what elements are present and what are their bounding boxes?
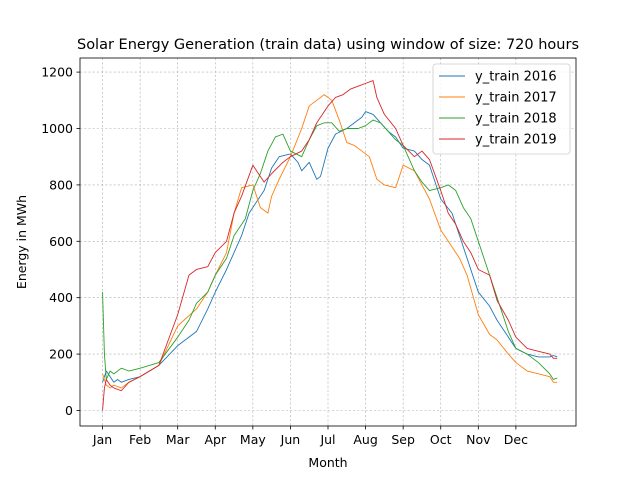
x-tick-label: May: [240, 432, 266, 447]
legend-box: [432, 63, 571, 155]
y-tick-label: 1000: [41, 121, 73, 136]
legend-label: y_train 2016: [475, 70, 557, 85]
x-tick-label: Dec: [504, 432, 528, 447]
x-ticks: Jan Feb Mar Apr May Jun Jul Aug Sep Oct Nov Dec: [92, 426, 528, 447]
x-tick-label: Feb: [129, 432, 151, 447]
y-tick-label: 800: [49, 177, 73, 192]
y-tick-label: 400: [49, 290, 73, 305]
legend: y_train 2016 y_train 2017 y_train 2018 y_tr…: [432, 63, 571, 155]
y-tick-label: 0: [65, 403, 73, 418]
y-tick-label: 1200: [41, 65, 73, 80]
chart-title: Solar Energy Generation (train data) usi…: [77, 37, 579, 53]
y-tick-label: 600: [49, 234, 73, 249]
x-tick-label: Aug: [353, 432, 377, 447]
series-line-1: [102, 111, 558, 383]
y-ticks: 0 200 400 600 800 1000 1200: [41, 65, 80, 418]
series-layer: [102, 80, 558, 411]
x-tick-label: Nov: [466, 432, 491, 447]
y-tick-label: 200: [49, 347, 73, 362]
x-tick-label: Jan: [92, 432, 112, 447]
series-line-3: [102, 119, 558, 380]
series-line-2: [102, 94, 558, 389]
x-tick-label: Oct: [430, 432, 452, 447]
legend-label: y_train 2018: [475, 112, 557, 127]
y-axis-label: Energy in MWh: [14, 195, 29, 289]
legend-label: y_train 2019: [475, 133, 557, 148]
legend-label: y_train 2017: [475, 91, 557, 106]
x-tick-label: Jun: [280, 432, 301, 447]
grid: [80, 58, 576, 426]
x-tick-label: Sep: [391, 432, 415, 447]
x-tick-label: Apr: [204, 432, 226, 447]
x-tick-label: Mar: [166, 432, 190, 447]
x-axis-label: Month: [308, 455, 347, 470]
x-tick-label: Jul: [319, 432, 335, 447]
series-line-4: [102, 80, 558, 411]
